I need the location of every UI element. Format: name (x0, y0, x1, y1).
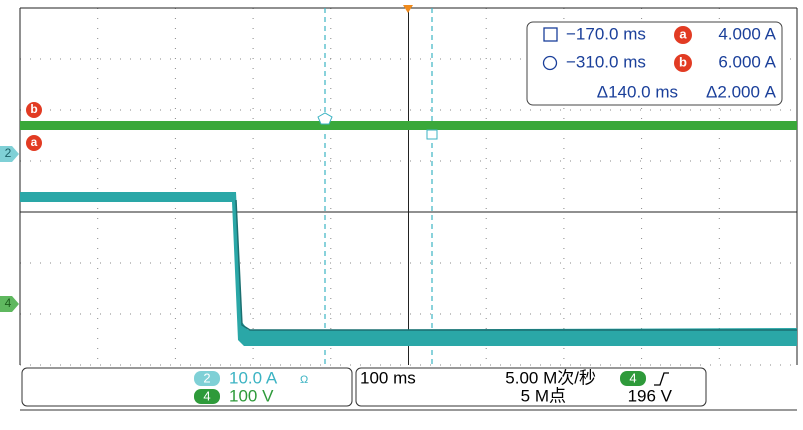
readout-marker-a (674, 26, 692, 44)
cursor-b-value: 6.000 A (718, 52, 776, 71)
marker-b (26, 102, 42, 118)
memory-depth: 5 M点 (521, 386, 566, 405)
waveform-ch4 (20, 121, 797, 130)
ch2-id: 2 (203, 370, 210, 385)
ch2-offset-marker (0, 146, 19, 162)
acquisition-panel (355, 367, 707, 407)
cursor-readout-box (526, 21, 783, 106)
ch4-offset-label: 4 (5, 296, 12, 310)
cursor-b-point (317, 112, 333, 125)
ch2-badge (194, 371, 220, 386)
trigger-position (403, 5, 413, 13)
waveform-ch2-trace (235, 199, 797, 331)
readout-marker-b-label: b (679, 54, 687, 69)
cursor-delta-time: Δ140.0 ms (597, 82, 678, 101)
readout-marker-a-label: a (679, 26, 687, 41)
readout-marker-b (674, 54, 692, 72)
ch4-badge (194, 389, 220, 404)
cursor-delta-value: Δ2.000 A (706, 82, 777, 101)
ch2-scale: 10.0 A (229, 368, 278, 387)
marker-a-label: a (31, 135, 38, 149)
ch2-impedance: Ω (300, 374, 308, 386)
trigger-slope-icon (654, 372, 669, 386)
cursor-b-icon (542, 55, 558, 71)
cursor-a-time: −170.0 ms (566, 24, 646, 43)
ch4-scale: 100 V (229, 386, 274, 405)
cursor-a-value: 4.000 A (718, 24, 776, 43)
ch4-offset-marker (0, 296, 19, 312)
marker-a (26, 135, 42, 151)
channel-panel (21, 367, 353, 407)
cursor-a-point (426, 129, 438, 140)
trigger-badge (620, 371, 646, 386)
trigger-level: 196 V (628, 386, 673, 405)
trigger-channel: 4 (629, 370, 636, 385)
waveform-ch2-high (20, 192, 235, 202)
marker-b-label: b (30, 102, 37, 116)
sample-rate: 5.00 M次/秒 (505, 368, 596, 387)
ch4-id: 4 (203, 388, 210, 403)
timebase: 100 ms (360, 368, 416, 387)
cursor-a-icon (543, 27, 558, 42)
ch2-offset-label: 2 (5, 146, 12, 160)
graticule (19, 7, 798, 366)
cursor-b-time: −310.0 ms (566, 52, 646, 71)
